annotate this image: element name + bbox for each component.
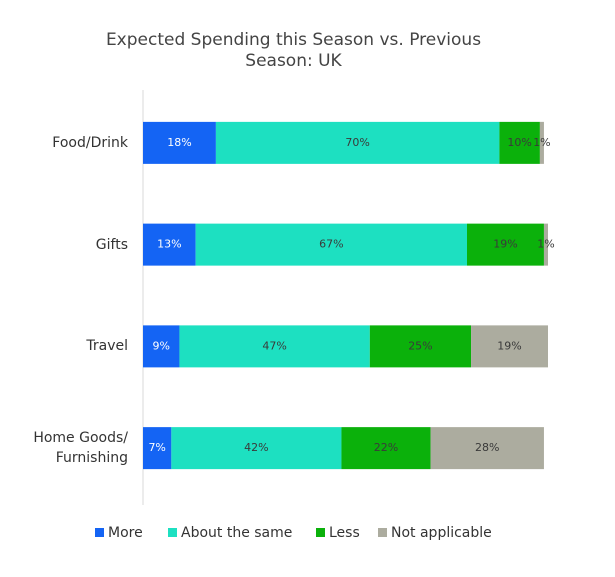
legend-label: Not applicable xyxy=(391,525,492,541)
bar-segment xyxy=(467,223,544,266)
bar-segment xyxy=(171,427,342,470)
y-tick-label: Food/Drink xyxy=(52,134,128,151)
bar-segment xyxy=(341,427,431,470)
value-label: 18% xyxy=(167,136,191,149)
bar-segment xyxy=(215,121,500,164)
bar-segment xyxy=(369,325,472,368)
bar-segment xyxy=(543,223,548,266)
value-label: 10% xyxy=(507,136,531,149)
chart-title: Expected Spending this Season vs. Previo… xyxy=(105,30,482,71)
legend-swatch xyxy=(95,528,104,537)
value-label: 22% xyxy=(374,441,398,454)
y-tick-label: Travel xyxy=(86,338,128,355)
bar-segment xyxy=(430,427,544,470)
bar-segment xyxy=(539,121,544,164)
value-label: 28% xyxy=(475,441,499,454)
bar-segment xyxy=(499,121,540,164)
value-label: 47% xyxy=(262,339,286,352)
bar-segment xyxy=(179,325,370,368)
value-label: 1% xyxy=(537,238,554,251)
value-label: 42% xyxy=(244,441,268,454)
legend-label: About the same xyxy=(181,525,292,541)
y-tick-label: Gifts xyxy=(95,236,128,253)
value-label: 1% xyxy=(533,136,550,149)
legend-swatch xyxy=(316,528,325,537)
legend-label: Less xyxy=(329,525,360,541)
value-label: 70% xyxy=(345,136,369,149)
value-label: 19% xyxy=(497,339,521,352)
legend-label: More xyxy=(108,525,143,541)
value-label: 19% xyxy=(493,238,517,251)
value-label: 67% xyxy=(319,238,343,251)
bar-segment xyxy=(143,427,172,470)
bar-segment xyxy=(471,325,548,368)
y-tick-label: Home Goods/ Furnishing xyxy=(33,430,128,467)
value-label: 9% xyxy=(152,339,169,352)
bar-segment xyxy=(143,121,216,164)
legend-swatch xyxy=(378,528,387,537)
value-label: 25% xyxy=(408,339,432,352)
bar-segment xyxy=(143,223,196,266)
bar-segment xyxy=(195,223,467,266)
value-label: 7% xyxy=(148,441,165,454)
legend-swatch xyxy=(168,528,177,537)
value-label: 13% xyxy=(157,238,181,251)
bar-segment xyxy=(143,325,180,368)
